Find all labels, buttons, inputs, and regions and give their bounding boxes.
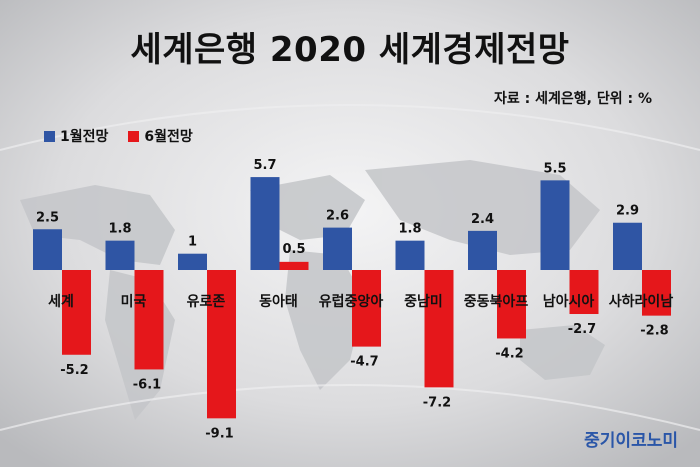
value-label-jun-8: -2.8 [640,324,668,339]
category-label-6: 중동북아프 [464,293,529,310]
source-note: 자료 : 세계은행, 단위 : % [494,91,652,107]
value-label-jun-6: -4.2 [495,346,523,361]
bar-jan-1 [105,240,135,270]
legend-label-jun: 6월전망 [144,129,193,145]
legend-item-jan: 1월전망 [44,126,108,146]
category-label-3: 동아태 [259,293,298,310]
value-label-jun-0: -5.2 [60,363,88,378]
bar-jun-5 [424,270,454,388]
bar-jan-4 [323,227,352,270]
value-label-jun-4: -4.7 [350,355,378,370]
brand-logo: 중기이코노미 [584,431,678,451]
bar-jun-7 [569,270,599,315]
bar-jun-2 [207,270,236,419]
chart-title: 세계은행 2020 세계경제전망 [130,30,570,70]
category-label-8: 사하라이남 [609,293,674,310]
bar-jun-0 [62,270,91,355]
bar-jun-8 [642,270,671,316]
legend-label-jan: 1월전망 [60,129,109,145]
bar-jan-5 [395,240,425,270]
value-label-jan-0: 2.5 [36,210,59,225]
category-label-4: 유럽중앙아 [319,293,384,310]
value-label-jun-1: -6.1 [133,377,161,392]
value-label-jan-7: 5.5 [543,161,566,176]
legend-swatch-jan [44,130,55,142]
category-label-7: 남아시아 [543,293,595,310]
bar-jan-0 [33,229,62,270]
bar-jun-3 [279,261,309,270]
bar-jan-3 [250,177,280,270]
bar-jun-6 [497,270,526,339]
value-label-jun-7: -2.7 [568,322,596,337]
value-label-jan-3: 5.7 [253,158,276,173]
legend-swatch-jun [128,130,140,142]
legend: 1월전망 6월전망 [44,126,193,146]
bar-jun-4 [352,270,381,347]
value-label-jan-6: 2.4 [471,212,494,227]
value-label-jan-8: 2.9 [616,204,639,219]
legend-item-jun: 6월전망 [128,126,193,146]
value-label-jun-2: -9.1 [205,426,233,441]
category-label-0: 세계 [48,294,74,310]
value-label-jun-5: -7.2 [423,395,451,410]
category-label-2: 유로존 [187,294,226,310]
category-label-5: 중남미 [404,293,443,310]
value-label-jan-2: 1 [188,235,197,250]
value-label-jan-1: 1.8 [108,222,131,237]
bar-jan-8 [613,222,642,270]
value-label-jan-5: 1.8 [398,222,421,237]
bar-jun-1 [134,270,164,370]
bar-jan-2 [178,253,207,270]
value-label-jun-3: 0.5 [282,242,305,257]
bar-jan-6 [468,230,497,270]
value-label-jan-4: 2.6 [326,209,349,224]
category-label-1: 미국 [121,294,147,310]
bar-jan-7 [540,180,570,270]
